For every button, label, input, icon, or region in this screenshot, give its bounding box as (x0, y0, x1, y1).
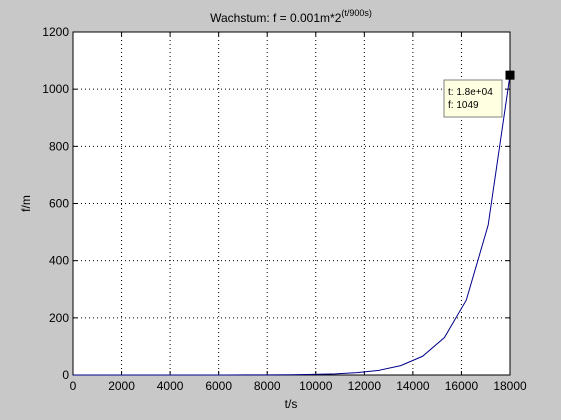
datatip-box (443, 79, 503, 118)
x-tick-label: 16000 (445, 379, 479, 393)
y-tick-label: 600 (49, 197, 69, 211)
x-tick-labels: 0 2000 4000 6000 8000 10000 12000 14000 16000 180… (70, 379, 527, 393)
y-tick-label: 200 (49, 311, 69, 325)
y-tick-label: 800 (49, 139, 69, 153)
x-axis-label: t/s (285, 397, 298, 411)
datatip-line-x: t: 1.8e+04 (448, 87, 493, 98)
x-tick-label: 8000 (254, 379, 281, 393)
series-line (73, 75, 511, 376)
chart-title: Wachstum: f = 0.001m*2(t/900s) (210, 8, 372, 25)
y-tick-labels: 0 200 400 600 800 1000 1200 (42, 25, 69, 382)
y-tick-label: 1000 (42, 82, 69, 96)
datatip[interactable]: t: 1.8e+04 f: 1049 (443, 70, 515, 118)
x-tick-label: 18000 (493, 379, 527, 393)
y-tick-label: 1200 (42, 25, 69, 39)
x-tick-label: 4000 (157, 379, 184, 393)
x-tick-label: 14000 (396, 379, 430, 393)
chart-title-main: Wachstum: f = 0.001m*2 (210, 11, 342, 25)
axis-ticks (72, 31, 511, 376)
grid-lines (73, 32, 510, 375)
y-tick-label: 0 (62, 368, 69, 382)
x-tick-label: 0 (70, 379, 77, 393)
datatip-marker[interactable] (505, 70, 515, 80)
datatip-line-y: f: 1049 (448, 100, 479, 111)
x-tick-label: 10000 (299, 379, 333, 393)
x-tick-label: 12000 (348, 379, 382, 393)
y-tick-label: 400 (49, 254, 69, 268)
x-tick-label: 2000 (108, 379, 135, 393)
series-layer (73, 75, 511, 376)
chart-title-superscript: (t/900s) (341, 8, 372, 18)
x-tick-label: 6000 (205, 379, 232, 393)
y-axis-label: f/m (19, 195, 33, 212)
